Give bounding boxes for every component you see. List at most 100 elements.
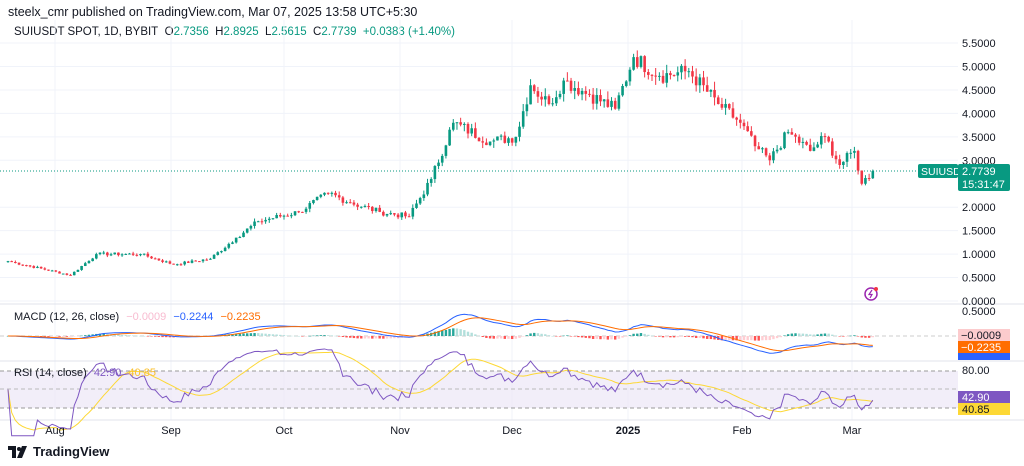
macd-hist-badge-text: −0.0009 — [961, 330, 1001, 342]
macd-histogram-bar — [131, 335, 135, 337]
candle-body — [632, 57, 635, 70]
macd-histogram-bar — [647, 334, 650, 336]
candle-body — [223, 247, 227, 252]
candle-body — [827, 136, 830, 142]
macd-histogram-bar — [374, 336, 378, 339]
symbol-badge-text: SUIUSDT — [921, 166, 968, 178]
candle-body — [407, 216, 411, 218]
macd-histogram-bar — [753, 336, 757, 341]
candle-body — [860, 170, 864, 184]
candle-body — [264, 219, 267, 222]
candle-body — [367, 205, 370, 207]
macd-histogram-bar — [514, 336, 518, 339]
candle-body — [727, 104, 731, 109]
low-label: L — [265, 26, 272, 38]
candle-body — [599, 95, 602, 102]
macd-histogram-bar — [669, 336, 672, 338]
candle-body — [831, 141, 834, 156]
candle-body — [256, 221, 260, 223]
candle-body — [444, 145, 448, 156]
macd-histogram-bar — [691, 336, 694, 338]
candle-body — [429, 179, 433, 183]
candle-body — [790, 132, 794, 135]
macd-line-value: −0.2244 — [173, 311, 214, 323]
macd-histogram-bar — [142, 335, 146, 337]
candle-body — [591, 94, 595, 104]
candle-body — [17, 262, 21, 265]
candle-body — [867, 178, 871, 180]
tradingview-logo-icon — [8, 445, 27, 458]
candle-body — [326, 192, 330, 194]
macd-histogram-bar — [680, 336, 683, 337]
time-axis[interactable]: Aug Sep Oct Nov Dec 2025 Feb Mar — [45, 425, 862, 437]
candle-body — [448, 129, 451, 146]
candle-body — [510, 138, 514, 143]
close-label: C — [313, 26, 322, 38]
macd-histogram-bar — [286, 335, 289, 336]
macd-histogram-bar — [625, 336, 628, 337]
macd-histogram-bar — [834, 335, 838, 337]
candle-body — [433, 166, 437, 180]
macd-histogram-bar — [488, 336, 492, 339]
macd-histogram-bar — [812, 334, 816, 336]
macd-histogram-bar — [485, 336, 488, 338]
candle-body — [761, 148, 764, 150]
macd-histogram-bar — [577, 336, 580, 338]
candle-body — [577, 88, 580, 95]
price-tick-label: 4.5000 — [962, 85, 996, 97]
macd-histogram-bar — [507, 336, 510, 339]
candle-body — [198, 261, 201, 263]
candle-body — [157, 258, 161, 261]
macd-axis-label: 0.5000 — [962, 306, 996, 318]
candle-body — [720, 104, 724, 108]
candle-body — [131, 253, 135, 255]
candle-body — [724, 104, 727, 108]
candle-body — [805, 141, 808, 145]
macd-histogram-bar — [750, 336, 753, 341]
macd-histogram-bar — [650, 335, 654, 337]
macd-histogram-bar — [617, 336, 621, 339]
time-tick-label: Dec — [502, 425, 522, 437]
candle-body — [106, 252, 109, 256]
tradingview-logo[interactable]: TradingView — [8, 444, 109, 459]
rsi-legend: RSI (14, close) 42.90 40.85 — [14, 367, 156, 379]
candle-body — [124, 253, 128, 255]
candle-body — [654, 75, 657, 77]
candle-body — [532, 85, 536, 92]
candle-body — [801, 141, 805, 143]
macd-histogram-bar — [433, 331, 437, 336]
macd-histogram-bar — [73, 336, 76, 337]
candle-body — [816, 144, 819, 148]
candle-body — [518, 126, 521, 137]
macd-histogram-bar — [499, 336, 503, 339]
candle-body — [61, 273, 65, 275]
lightning-icon[interactable] — [864, 287, 878, 301]
macd-histogram-bar — [794, 333, 797, 336]
macd-histogram-bar — [271, 334, 275, 336]
price-axis[interactable]: 5.50005.00004.50004.00003.50003.00002.00… — [962, 38, 996, 308]
macd-histogram-bar — [614, 336, 617, 340]
candle-body — [731, 108, 735, 118]
macd-histogram-bar — [87, 334, 91, 336]
macd-histogram-bar — [761, 336, 764, 341]
candle-body — [382, 211, 385, 216]
macd-histogram-bar — [720, 336, 724, 341]
macd-histogram-bar — [809, 334, 812, 336]
macd-histogram-bar — [477, 335, 481, 337]
macd-histogram-bar — [161, 336, 164, 338]
price-tick-label: 2.0000 — [962, 202, 996, 214]
rsi-badge — [958, 391, 1010, 403]
macd-histogram-bar — [349, 336, 352, 338]
macd-histogram-bar — [113, 334, 116, 336]
macd-histogram-bar — [275, 334, 278, 336]
macd-histogram-bar — [102, 333, 105, 336]
candle-body — [348, 202, 352, 204]
candle-body — [301, 211, 304, 213]
candle-body — [606, 99, 610, 107]
macd-histogram-bar — [724, 336, 727, 341]
candle-body — [286, 215, 289, 217]
macd-histogram-bar — [293, 335, 297, 337]
candle-body — [588, 93, 591, 95]
candle-body — [227, 243, 231, 248]
